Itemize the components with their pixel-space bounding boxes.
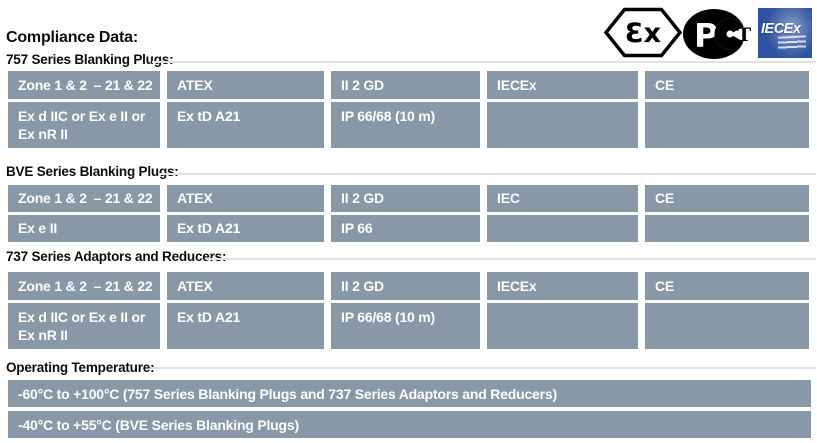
temperature-range-row: -60°C to +100°C (757 Series Blanking Plu… <box>8 380 811 407</box>
table-cell: Zone 1 & 2 – 21 & 22 <box>8 71 160 99</box>
table-cell: Ex e II <box>8 215 160 242</box>
table-cell: IP 66 <box>331 215 480 242</box>
table-cell: Zone 1 & 2 – 21 & 22 <box>8 185 160 212</box>
table-cell <box>645 303 809 349</box>
section-rule <box>206 258 816 260</box>
table-cell: II 2 GD <box>331 71 480 99</box>
table-cell: II 2 GD <box>331 272 480 300</box>
table-cell: IECEx <box>487 272 638 300</box>
operating-temperature-heading: Operating Temperature: <box>6 360 155 375</box>
table-cell: Zone 1 & 2 – 21 & 22 <box>8 272 160 300</box>
table-757-series: Zone 1 & 2 – 21 & 22 ATEX II 2 GD IECEx … <box>8 71 809 148</box>
table-cell: IP 66/68 (10 m) <box>331 303 480 349</box>
table-cell <box>645 102 809 148</box>
table-cell: Ex tD A21 <box>167 102 324 148</box>
table-bve-series: Zone 1 & 2 – 21 & 22 ATEX II 2 GD IEC CE… <box>8 185 809 242</box>
gost-r-pct-logo-icon: P T <box>683 9 751 59</box>
iecex-logo-icon: IECEx <box>758 8 812 58</box>
iecex-logo-stripes <box>778 35 806 50</box>
table-cell: CE <box>645 272 809 300</box>
table-cell: CE <box>645 185 809 212</box>
atex-ex-label: Ɛx <box>625 18 661 49</box>
section-rule <box>152 61 816 63</box>
gost-r-t-label: T <box>737 24 751 46</box>
table-cell: IECEx <box>487 71 638 99</box>
table-cell: IEC <box>487 185 638 212</box>
table-cell: Ex d IIC or Ex e II or Ex nR II <box>8 303 160 349</box>
table-cell: Ex tD A21 <box>167 303 324 349</box>
temperature-range-row: -40°C to +55°C (BVE Series Blanking Plug… <box>8 411 811 438</box>
table-cell <box>487 102 638 148</box>
section-heading-bve-series: BVE Series Blanking Plugs: <box>6 164 179 179</box>
gost-r-p-label: P <box>694 16 718 55</box>
table-cell: ATEX <box>167 272 324 300</box>
table-cell <box>487 215 638 242</box>
page-title: Compliance Data: <box>6 29 138 46</box>
table-cell <box>487 303 638 349</box>
table-cell: CE <box>645 71 809 99</box>
section-heading-737-series: 737 Series Adaptors and Reducers: <box>6 249 227 264</box>
table-cell: Ex tD A21 <box>167 215 324 242</box>
section-heading-757-series: 757 Series Blanking Plugs: <box>6 52 174 67</box>
section-rule <box>150 367 816 369</box>
section-rule <box>158 173 816 175</box>
table-cell <box>645 215 809 242</box>
table-cell: IP 66/68 (10 m) <box>331 102 480 148</box>
table-cell: ATEX <box>167 71 324 99</box>
table-cell: Ex d IIC or Ex e II or Ex nR II <box>8 102 160 148</box>
iecex-logo-label: IECEx <box>761 21 801 37</box>
table-737-series: Zone 1 & 2 – 21 & 22 ATEX II 2 GD IECEx … <box>8 272 809 349</box>
atex-ex-hexagon-logo-icon: Ɛx <box>604 7 682 58</box>
table-cell: ATEX <box>167 185 324 212</box>
table-cell: II 2 GD <box>331 185 480 212</box>
